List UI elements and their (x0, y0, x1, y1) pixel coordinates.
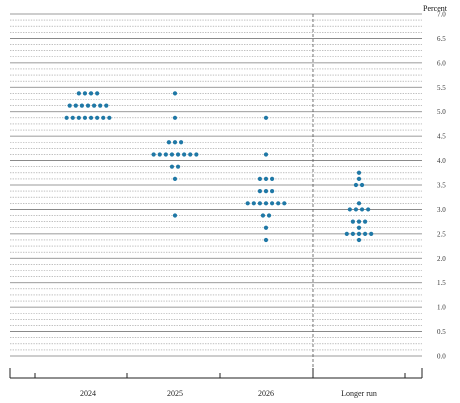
participant-dot (356, 225, 362, 230)
participant-dot (76, 115, 81, 120)
participant-dot (104, 103, 109, 108)
participant-dot (263, 176, 269, 181)
participant-dot (79, 103, 84, 108)
participant-dot (157, 152, 162, 157)
participant-dot (82, 91, 88, 96)
participant-dot (73, 103, 78, 108)
participant-dot (172, 176, 178, 181)
participant-dot (172, 91, 178, 96)
participant-dot (169, 152, 175, 157)
dots-layer (64, 91, 374, 243)
participant-dot (359, 182, 365, 188)
x-category-labels: 2024 2025 2026 Longer run (80, 389, 377, 398)
participant-dot (369, 231, 374, 236)
y-tick-label: 3.0 (437, 206, 446, 214)
participant-dot (263, 189, 269, 194)
y-tick-label: 1.5 (437, 279, 446, 287)
participant-dot (166, 140, 171, 145)
participant-dot (363, 219, 368, 224)
participant-dot (263, 225, 269, 230)
participant-dot (356, 176, 362, 181)
y-tick-label: 6.0 (437, 59, 446, 67)
y-tick-label: 0.0 (437, 353, 446, 361)
participant-dot (98, 103, 103, 108)
participant-dot (92, 103, 97, 108)
participant-dot (67, 103, 72, 108)
participant-dot (270, 201, 275, 206)
participant-dot (350, 219, 355, 224)
participant-dot (347, 207, 352, 212)
participant-dot (172, 213, 178, 218)
participant-dot (182, 152, 187, 157)
participant-dot (356, 170, 362, 175)
participant-dot (257, 176, 262, 181)
y-tick-label: 5.0 (437, 108, 446, 116)
participant-dot (270, 189, 275, 194)
participant-dot (263, 237, 269, 243)
participant-dot (350, 231, 355, 236)
y-tick-label: 3.5 (437, 182, 446, 190)
participant-dot (270, 176, 275, 181)
participant-dot (245, 201, 250, 206)
participant-dot (76, 91, 81, 96)
participant-dot (88, 115, 94, 120)
participant-dot (344, 231, 349, 236)
participant-dot (257, 201, 262, 206)
participant-dot (85, 103, 91, 108)
participant-dot (70, 115, 75, 120)
participant-dot (356, 231, 362, 236)
participant-dot (282, 201, 287, 206)
participant-dot (95, 115, 100, 120)
participant-dot (151, 152, 156, 157)
participant-dot (188, 152, 193, 157)
participant-dot (263, 201, 269, 206)
participant-dot (64, 115, 69, 120)
participant-dot (194, 152, 199, 157)
y-tick-label: 2.0 (437, 255, 446, 263)
participant-dot (175, 164, 181, 169)
participant-dot (88, 91, 94, 96)
participant-dot (263, 115, 269, 120)
participant-dot (353, 182, 359, 188)
participant-dot (107, 115, 112, 120)
participant-dot (356, 237, 362, 243)
participant-dot (175, 152, 181, 157)
participant-dot (172, 140, 178, 145)
participant-dot (101, 115, 106, 120)
participant-dot (276, 201, 281, 206)
participant-dot (257, 189, 262, 194)
y-tick-labels: 7.0 6.5 6.0 5.5 5.0 4.5 4.0 3.5 3.0 2.5 2.0 1.5 1.0 0… (437, 11, 446, 361)
participant-dot (163, 152, 168, 157)
x-axis (9, 368, 423, 379)
participant-dot (356, 219, 362, 224)
participant-dot (179, 140, 184, 145)
participant-dot (82, 115, 88, 120)
participant-dot (359, 207, 365, 212)
y-tick-label: 7.0 (437, 11, 446, 19)
participant-dot (356, 201, 362, 206)
participant-dot (95, 91, 100, 96)
x-category-label: 2024 (80, 389, 96, 398)
x-category-label: Longer run (341, 389, 377, 398)
y-tick-label: 4.0 (437, 157, 446, 165)
y-tick-label: 1.0 (437, 304, 446, 312)
participant-dot (260, 213, 266, 218)
y-tick-label: 2.5 (437, 230, 446, 238)
y-tick-label: 4.5 (437, 133, 446, 141)
participant-dot (263, 152, 269, 157)
y-unit-label: Percent (423, 4, 448, 13)
participant-dot (366, 207, 371, 212)
participant-dot (266, 213, 272, 218)
x-category-label: 2026 (258, 389, 274, 398)
participant-dot (363, 231, 368, 236)
participant-dot (172, 115, 178, 120)
participant-dot (169, 164, 175, 169)
y-tick-label: 5.5 (437, 84, 446, 92)
y-tick-label: 6.5 (437, 35, 446, 43)
participant-dot (251, 201, 256, 206)
x-category-label: 2025 (167, 389, 183, 398)
participant-dot (353, 207, 359, 212)
y-tick-label: 0.5 (437, 328, 446, 336)
